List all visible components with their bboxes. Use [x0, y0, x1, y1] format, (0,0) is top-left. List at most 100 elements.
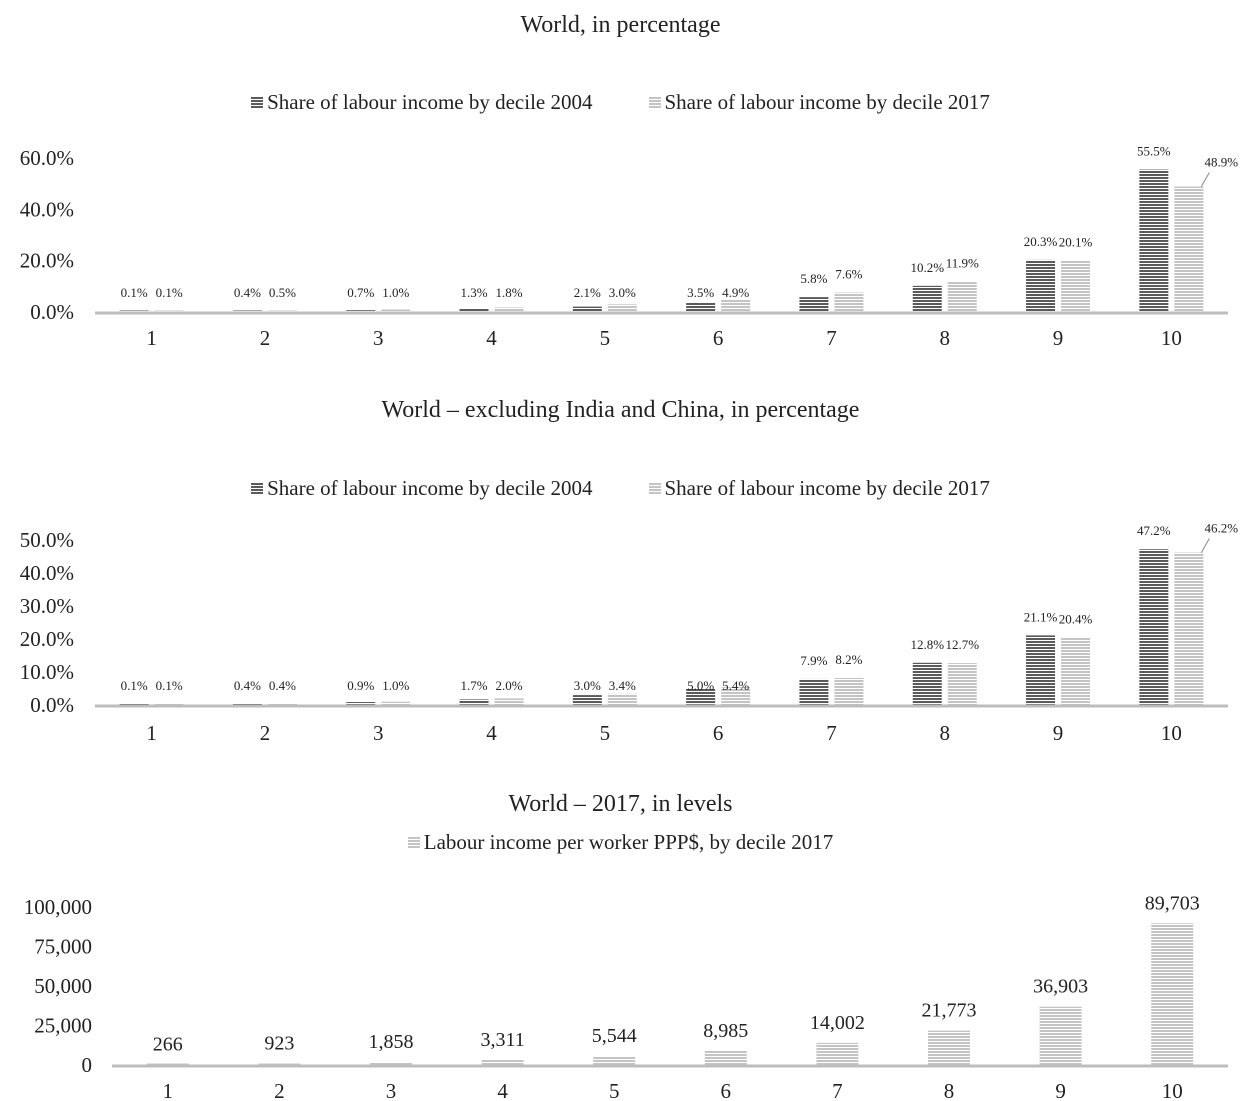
- data-label: 3.0%: [574, 678, 601, 693]
- legend-label: Labour income per worker PPP$, by decile…: [423, 830, 834, 854]
- x-tick-label: 2: [260, 326, 271, 350]
- y-tick-label: 0.0%: [30, 300, 74, 324]
- x-tick-label: 5: [609, 1079, 620, 1101]
- y-tick-label: 0: [82, 1053, 93, 1077]
- data-label: 3.4%: [609, 678, 636, 693]
- data-label: 0.1%: [121, 285, 148, 300]
- data-label: 55.5%: [1137, 144, 1171, 159]
- legend-swatch-light: [648, 96, 661, 109]
- x-tick-label: 10: [1162, 1079, 1183, 1101]
- data-label: 5.0%: [687, 678, 714, 693]
- bar: [607, 693, 637, 705]
- x-tick-label: 10: [1161, 326, 1182, 350]
- x-tick-label: 7: [832, 1079, 843, 1101]
- y-tick-label: 20.0%: [20, 627, 74, 651]
- y-tick-label: 40.0%: [20, 561, 74, 585]
- legend-item-levels-2017: Labour income per worker PPP$, by decile…: [407, 830, 834, 855]
- bar: [1151, 923, 1194, 1065]
- data-label: 0.5%: [269, 285, 296, 300]
- data-label: 21,773: [922, 1000, 977, 1022]
- chart2-plot: 0.0% 10.0% 20.0% 30.0% 40.0% 50.0% 0.1% 0.1% 1 0.…: [20, 521, 1239, 745]
- data-label: 14,002: [810, 1012, 865, 1034]
- data-label: 36,903: [1033, 976, 1088, 998]
- chart1-plot: 0.0% 20.0% 40.0% 60.0% 0.1% 0.1% 1 0.4% 0.5% 2 0.7…: [20, 144, 1239, 350]
- data-label: 266: [153, 1034, 183, 1056]
- x-tick-label: 9: [1053, 721, 1064, 745]
- x-tick-label: 9: [1053, 326, 1064, 350]
- bar: [572, 306, 602, 312]
- y-tick-label: 10.0%: [20, 660, 74, 684]
- data-label: 5.8%: [800, 271, 827, 286]
- data-label: 2.0%: [496, 678, 523, 693]
- x-tick-label: 4: [497, 1079, 508, 1101]
- data-label: 0.4%: [234, 678, 261, 693]
- bar: [1139, 169, 1169, 312]
- bar: [494, 698, 524, 705]
- chart2: 0.0% 10.0% 20.0% 30.0% 40.0% 50.0% 0.1% 0.1% 1 0.…: [0, 515, 1241, 755]
- data-label: 12.8%: [910, 637, 944, 652]
- y-tick-label: 40.0%: [20, 197, 74, 221]
- chart3-plot: 0 25,000 50,000 75,000 100,000 266 1 923 2 1,858 3…: [24, 892, 1228, 1101]
- data-label: 1.7%: [461, 678, 488, 693]
- bar: [686, 303, 716, 312]
- legend-label: Share of labour income by decile 2017: [664, 90, 990, 114]
- bar: [381, 309, 411, 312]
- x-tick-label: 8: [940, 326, 951, 350]
- chart3-title: World – 2017, in levels: [508, 791, 733, 817]
- bar: [154, 703, 184, 705]
- y-tick-label: 50.0%: [20, 528, 74, 552]
- legend-item-2017: Share of labour income by decile 2017: [648, 90, 990, 115]
- bar: [267, 310, 297, 312]
- data-label: 1,858: [369, 1031, 414, 1053]
- x-tick-label: 1: [146, 326, 157, 350]
- data-label: 4.9%: [722, 285, 749, 300]
- x-tick-label: 5: [600, 326, 611, 350]
- y-tick-label: 50,000: [34, 974, 92, 998]
- x-tick-label: 3: [386, 1079, 397, 1101]
- legend-swatch-dark: [251, 482, 264, 495]
- data-label: 7.9%: [800, 653, 827, 668]
- bar: [704, 1050, 747, 1065]
- data-label: 1.0%: [382, 678, 409, 693]
- data-label: 89,703: [1145, 892, 1200, 914]
- x-tick-label: 9: [1055, 1079, 1066, 1101]
- bar: [1039, 1006, 1082, 1065]
- bar: [146, 1063, 189, 1065]
- x-tick-label: 10: [1161, 721, 1182, 745]
- data-label: 3.5%: [687, 285, 714, 300]
- data-label: 8,985: [703, 1020, 748, 1042]
- legend-item-2004: Share of labour income by decile 2004: [251, 476, 593, 501]
- bar: [799, 297, 829, 312]
- x-tick-label: 4: [486, 721, 497, 745]
- bar: [232, 703, 262, 705]
- legend-swatch-light: [648, 482, 661, 495]
- bar: [947, 281, 977, 312]
- y-tick-label: 30.0%: [20, 594, 74, 618]
- bar: [593, 1056, 636, 1065]
- bar: [1139, 549, 1169, 705]
- legend-label: Share of labour income by decile 2004: [267, 476, 593, 500]
- bar: [834, 677, 864, 705]
- data-label: 8.2%: [835, 652, 862, 667]
- data-label: 3.0%: [609, 285, 636, 300]
- data-label: 20.3%: [1024, 234, 1058, 249]
- bar: [119, 310, 149, 312]
- data-label: 0.4%: [269, 678, 296, 693]
- bar: [686, 688, 716, 705]
- chart1-title: World, in percentage: [520, 12, 721, 38]
- bar: [459, 308, 489, 312]
- x-tick-label: 2: [274, 1079, 285, 1101]
- bar: [1174, 552, 1204, 705]
- legend-label: Share of labour income by decile 2004: [267, 90, 593, 114]
- x-tick-label: 2: [260, 721, 271, 745]
- x-tick-label: 7: [826, 326, 837, 350]
- data-label: 0.7%: [347, 285, 374, 300]
- bar: [1026, 259, 1056, 312]
- data-label: 12.7%: [945, 637, 979, 652]
- data-label: 0.1%: [156, 678, 183, 693]
- data-label: 47.2%: [1137, 523, 1171, 538]
- chart3-legend: Labour income per worker PPP$, by decile…: [0, 830, 1241, 855]
- legend-item-2017: Share of labour income by decile 2017: [648, 476, 990, 501]
- y-tick-label: 20.0%: [20, 249, 74, 273]
- bar: [912, 662, 942, 705]
